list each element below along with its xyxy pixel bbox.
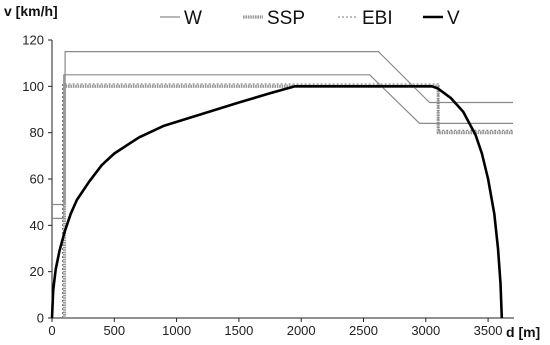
x-tick-label: 1500 xyxy=(224,323,253,338)
x-tick-label: 0 xyxy=(48,323,55,338)
x-tick-label: 3500 xyxy=(474,323,503,338)
legend-label: EBI xyxy=(362,8,393,29)
y-tick-label: 80 xyxy=(30,125,44,140)
x-tick-label: 3000 xyxy=(411,323,440,338)
plot-area: 0 20 40 60 80 100 120 0 500 1000 1500 2000 2500 3000 3… xyxy=(22,33,514,339)
y-tick-label: 120 xyxy=(22,33,44,48)
x-tick-label: 500 xyxy=(103,323,125,338)
legend-label: V xyxy=(447,8,460,29)
x-tick-label: 2500 xyxy=(349,323,378,338)
x-tick-label: 2000 xyxy=(287,323,316,338)
series-line-v xyxy=(50,85,504,319)
x-tick-label: 1000 xyxy=(162,323,191,338)
series-line-ssp xyxy=(62,84,513,318)
y-tick-label: 20 xyxy=(30,264,44,279)
legend-label: W xyxy=(184,8,202,29)
series-line-ebi xyxy=(62,83,513,318)
x-axis-label: d [m] xyxy=(506,324,540,340)
series-line-w xyxy=(52,74,513,219)
y-axis-label: v [km/h] xyxy=(4,3,58,19)
legend-label: SSP xyxy=(267,8,305,29)
y-tick-label: 100 xyxy=(22,79,44,94)
series-lines xyxy=(50,50,513,319)
y-tick-label: 60 xyxy=(30,172,44,187)
y-tick-label: 0 xyxy=(37,311,44,326)
y-tick-label: 40 xyxy=(30,218,44,233)
axis-ticks: 0 20 40 60 80 100 120 0 500 1000 1500 2000 2500 3000 3… xyxy=(22,33,502,339)
legend: W SSP EBI V xyxy=(160,8,460,29)
